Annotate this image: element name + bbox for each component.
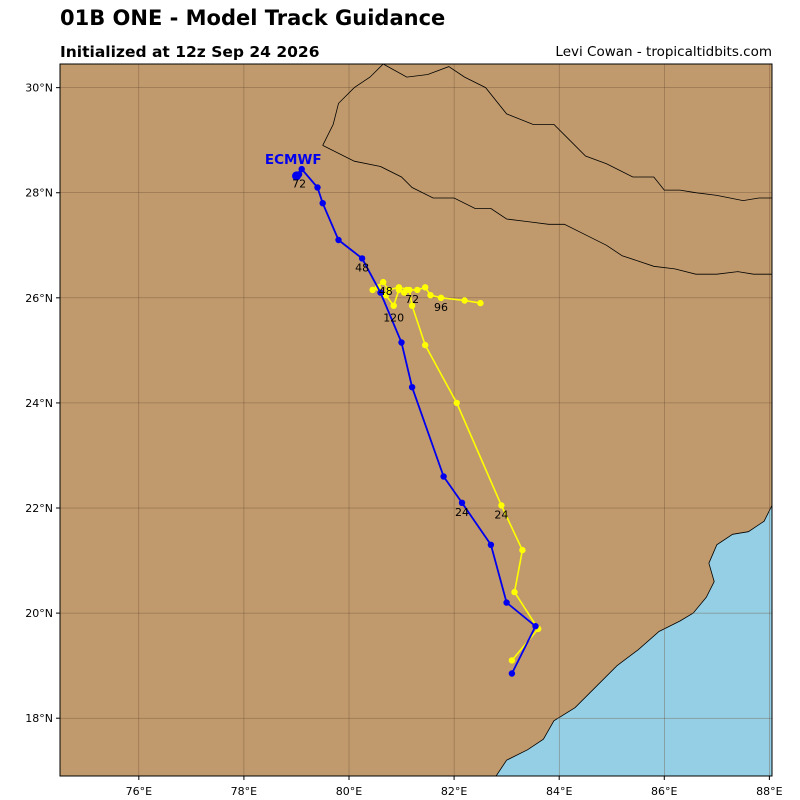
track-point <box>314 184 321 191</box>
track-point <box>319 200 326 207</box>
axes: 76°E 78°E 80°E 82°E 84°E 86°E 88°E 18°N 20°N 22°N… <box>25 82 782 798</box>
track-point <box>292 171 301 181</box>
track-point <box>395 286 403 294</box>
track-point <box>519 546 526 554</box>
x-tick-label: 88°E <box>756 785 782 798</box>
track-point <box>408 384 416 391</box>
track-point <box>398 339 405 346</box>
track-point <box>414 286 421 294</box>
border-line <box>322 145 772 275</box>
track-point <box>458 499 466 506</box>
forecast-hour-label: 120 <box>383 312 404 325</box>
track-point <box>532 623 539 630</box>
forecast-hour-label: 72 <box>292 178 306 191</box>
track-point <box>508 657 516 664</box>
track-point <box>511 588 518 596</box>
track-point <box>390 302 397 309</box>
track-point <box>422 341 429 349</box>
track-point <box>422 284 429 291</box>
track-line <box>296 167 537 674</box>
x-tick-label: 78°E <box>231 785 257 798</box>
track-point <box>503 599 510 606</box>
country-borders <box>322 64 772 275</box>
y-tick-label: 26°N <box>25 292 53 305</box>
track-point <box>437 294 445 301</box>
map-title: 01B ONE - Model Track Guidance <box>60 6 446 30</box>
track-point <box>508 670 516 677</box>
forecast-hour-label: 24 <box>455 506 469 519</box>
model-name-label: ECMWF <box>265 152 322 168</box>
y-tick-label: 28°N <box>25 187 53 200</box>
y-tick-label: 20°N <box>25 607 53 620</box>
track-point <box>369 286 376 294</box>
track-point <box>408 302 416 309</box>
forecast-hour-label: 48 <box>355 262 369 275</box>
coastline <box>495 505 772 776</box>
track-point <box>453 399 460 407</box>
gridlines <box>60 64 772 776</box>
x-tick-label: 86°E <box>651 785 677 798</box>
y-tick-label: 22°N <box>25 502 53 515</box>
track-point <box>487 541 495 548</box>
y-tick-label: 24°N <box>25 397 53 410</box>
track-point <box>498 502 505 509</box>
forecast-hour-label: 24 <box>494 509 508 522</box>
track-point <box>461 297 468 304</box>
border-line <box>322 64 384 146</box>
track-labels: 24 48 72 ECMWF 24 72 96 120 48 <box>265 152 508 522</box>
track-point <box>385 286 392 294</box>
x-tick-label: 82°E <box>441 785 467 798</box>
track-point <box>358 255 366 262</box>
track-point <box>377 289 384 296</box>
track-point <box>380 278 387 286</box>
x-tick-label: 80°E <box>336 785 362 798</box>
model-tracks <box>292 165 542 677</box>
track-point <box>382 292 389 299</box>
y-tick-label: 30°N <box>25 82 53 95</box>
track-point <box>335 236 342 244</box>
track-point <box>440 473 447 480</box>
track-point <box>477 299 484 307</box>
forecast-hour-label: 72 <box>405 293 419 306</box>
track-point <box>298 165 305 173</box>
bay-of-bengal <box>496 505 772 776</box>
credit-text: Levi Cowan - tropicaltidbits.com <box>555 44 772 60</box>
forecast-hour-label: 96 <box>434 301 448 314</box>
x-tick-label: 76°E <box>126 785 152 798</box>
map-frame <box>59 63 773 777</box>
map-subtitle: Initialized at 12z Sep 24 2026 <box>60 43 320 61</box>
y-tick-label: 18°N <box>25 712 53 725</box>
border-line <box>383 64 772 202</box>
x-tick-label: 84°E <box>546 785 572 798</box>
track-point <box>403 286 410 294</box>
forecast-hour-label: 48 <box>379 285 393 298</box>
track-point <box>427 292 434 299</box>
